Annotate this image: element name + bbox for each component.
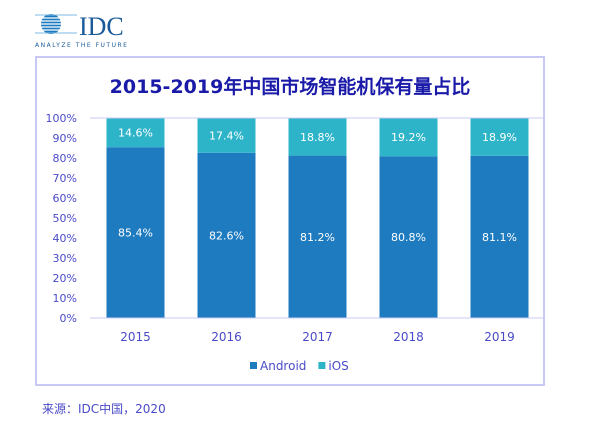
data-label: 82.6%: [209, 229, 244, 242]
data-label: 81.1%: [482, 231, 517, 244]
y-tick-label: 10%: [53, 292, 77, 305]
y-tick-label: 40%: [53, 232, 77, 245]
idc-globe-icon: IDC ANALYZE THE FUTURE: [35, 12, 128, 49]
x-tick-label: 2015: [120, 330, 151, 344]
data-label: 18.9%: [482, 131, 517, 144]
x-tick-label: 2016: [211, 330, 242, 344]
y-tick-label: 50%: [53, 212, 77, 225]
bar-ios-2015: [106, 118, 165, 148]
data-label: 85.4%: [118, 227, 153, 240]
bar-ios-2018: [379, 118, 438, 157]
bar-ios-2017: [288, 118, 347, 156]
y-tick-label: 0%: [60, 312, 77, 325]
data-label: 19.2%: [391, 131, 426, 144]
y-tick-label: 60%: [53, 192, 77, 205]
bar-android-2017: [288, 155, 347, 318]
legend-label-android: Android: [260, 359, 306, 373]
x-tick-label: 2017: [302, 330, 333, 344]
legend-swatch-android: [250, 362, 257, 369]
data-label: 17.4%: [209, 129, 244, 142]
y-tick-label: 30%: [53, 252, 77, 265]
chart-frame: [35, 56, 545, 386]
data-label: 14.6%: [118, 127, 153, 140]
x-tick-label: 2018: [393, 330, 424, 344]
bar-android-2018: [379, 156, 438, 318]
bar-ios-2019: [470, 118, 529, 156]
legend-label-ios: iOS: [328, 359, 348, 373]
data-label: 18.8%: [300, 131, 335, 144]
y-tick-label: 20%: [53, 272, 77, 285]
data-label: 81.2%: [300, 231, 335, 244]
data-label: 80.8%: [391, 231, 426, 244]
y-tick-label: 70%: [53, 172, 77, 185]
chart-title: 2015-2019年中国市场智能机保有量占比: [109, 76, 471, 98]
y-tick-label: 100%: [46, 112, 77, 125]
x-tick-label: 2019: [484, 330, 515, 344]
bar-android-2019: [470, 155, 529, 318]
y-tick-label: 90%: [53, 132, 77, 145]
bar-android-2016: [197, 152, 256, 318]
idc-logo: IDC ANALYZE THE FUTURE: [35, 10, 155, 54]
legend-swatch-ios: [318, 362, 326, 369]
source-note: 来源：IDC中国，2020: [42, 402, 166, 416]
y-tick-label: 80%: [53, 152, 77, 165]
logo-tagline: ANALYZE THE FUTURE: [35, 42, 128, 49]
bar-android-2015: [106, 147, 165, 318]
bar-ios-2016: [197, 118, 256, 153]
logo-text: IDC: [79, 12, 124, 41]
